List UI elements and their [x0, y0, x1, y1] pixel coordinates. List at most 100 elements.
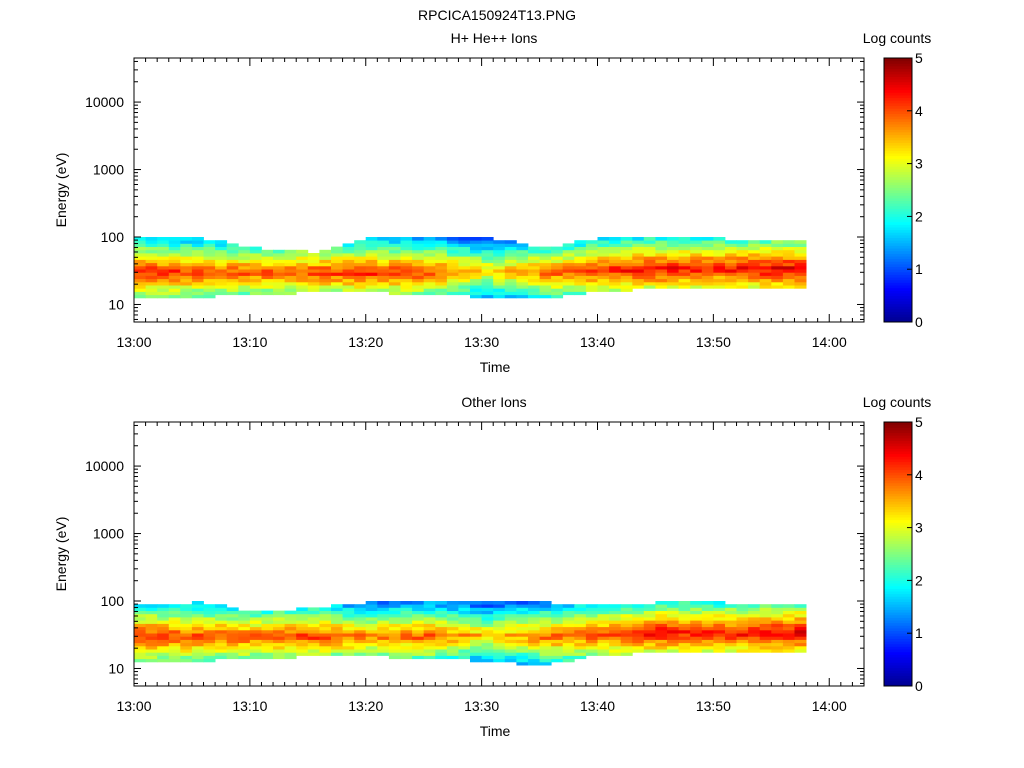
colorbar-segment: [884, 108, 912, 112]
heatmap-cell: [307, 639, 320, 644]
heatmap-cell: [655, 620, 668, 624]
heatmap-cell: [597, 278, 610, 283]
heatmap-cell: [713, 246, 726, 251]
heatmap-cell: [249, 652, 262, 656]
heatmap-cell: [191, 604, 204, 608]
heatmap-cell: [458, 601, 471, 605]
heatmap-cell: [655, 272, 668, 276]
heatmap-cell: [667, 626, 679, 631]
heatmap-cell: [331, 259, 343, 264]
heatmap-cell: [725, 642, 737, 647]
heatmap-cell: [481, 249, 494, 254]
heatmap-cell: [771, 623, 784, 628]
heatmap-cell: [215, 639, 228, 644]
heatmap-cell: [643, 626, 656, 631]
colorbar-segment: [884, 585, 912, 589]
heatmap-cell: [632, 604, 645, 608]
heatmap-cell: [226, 288, 239, 292]
heatmap-cell: [643, 272, 656, 276]
heatmap-cell: [412, 655, 425, 660]
heatmap-cell: [470, 249, 482, 254]
heatmap-cell: [620, 259, 633, 264]
heatmap-cell: [423, 607, 436, 611]
heatmap-cell: [400, 246, 413, 251]
heatmap-cell: [643, 610, 656, 615]
heatmap-cell: [284, 636, 297, 640]
heatmap-cell: [585, 240, 598, 244]
heatmap-cell: [284, 620, 297, 624]
heatmap-cell: [238, 613, 251, 618]
heatmap-cell: [528, 288, 540, 292]
heatmap-cell: [435, 613, 448, 618]
heatmap-cell: [759, 607, 772, 611]
heatmap-cell: [655, 285, 668, 289]
heatmap-cell: [446, 601, 459, 605]
heatmap-cell: [643, 617, 656, 621]
heatmap-cell: [238, 285, 251, 289]
x-tick-label: 14:00: [812, 698, 847, 714]
heatmap-cell: [470, 243, 482, 247]
heatmap-cell: [493, 243, 506, 247]
heatmap-cell: [319, 262, 332, 267]
heatmap-cell: [215, 259, 228, 264]
heatmap-cell: [562, 655, 575, 660]
heatmap-cell: [388, 649, 401, 653]
heatmap-cell: [725, 265, 737, 270]
heatmap-cell: [516, 265, 529, 270]
heatmap-cell: [342, 246, 355, 251]
heatmap-cell: [690, 243, 703, 247]
heatmap-cell: [226, 275, 239, 280]
colorbar-segment: [884, 256, 912, 260]
heatmap-cell: [296, 626, 309, 631]
heatmap-cell: [748, 281, 761, 286]
heatmap-cell: [574, 652, 587, 656]
heatmap-cell: [643, 623, 656, 628]
heatmap-cell: [238, 645, 251, 650]
heatmap-cell: [423, 278, 436, 283]
heatmap-cell: [782, 240, 795, 244]
heatmap-cell: [388, 291, 401, 296]
heatmap-cell: [539, 601, 552, 605]
heatmap-cell: [493, 259, 506, 264]
heatmap-cell: [423, 256, 436, 260]
heatmap-cell: [701, 249, 714, 254]
heatmap-cell: [215, 291, 228, 296]
colorbar-frame: [883, 421, 913, 687]
heatmap-cell: [134, 294, 146, 299]
heatmap-cell: [632, 275, 645, 280]
y-tick-label: 10000: [85, 94, 124, 110]
heatmap-cell: [249, 285, 262, 289]
heatmap-cell: [713, 645, 726, 650]
heatmap-cell: [180, 623, 193, 628]
heatmap-cell: [319, 259, 332, 264]
heatmap-cell: [134, 652, 146, 656]
heatmap-cell: [655, 237, 668, 241]
heatmap-cell: [284, 253, 297, 257]
heatmap-cell: [609, 645, 622, 650]
heatmap-cell: [377, 626, 390, 631]
colorbar-segment: [884, 422, 912, 426]
heatmap-cell: [782, 249, 795, 254]
heatmap-cell: [388, 655, 401, 660]
heatmap-cell: [736, 645, 749, 650]
heatmap-cell: [215, 269, 228, 273]
heatmap-cell: [759, 265, 772, 270]
heatmap-cell: [725, 617, 737, 621]
heatmap-cell: [423, 237, 436, 241]
heatmap-cell: [667, 275, 679, 280]
heatmap-cell: [771, 253, 784, 257]
heatmap-cell: [759, 649, 772, 653]
heatmap-cell: [713, 629, 726, 634]
heatmap-cell: [794, 272, 807, 276]
heatmap-cell: [180, 237, 193, 241]
heatmap-cell: [470, 272, 482, 276]
heatmap-cell: [423, 613, 436, 618]
heatmap-cell: [643, 278, 656, 283]
heatmap-cell: [354, 281, 367, 286]
heatmap-cell: [423, 253, 436, 257]
heatmap-cell: [782, 620, 795, 624]
heatmap-cell: [238, 655, 251, 660]
heatmap-cell: [458, 604, 471, 608]
heatmap-cell: [446, 240, 459, 244]
heatmap-cell: [423, 639, 436, 644]
